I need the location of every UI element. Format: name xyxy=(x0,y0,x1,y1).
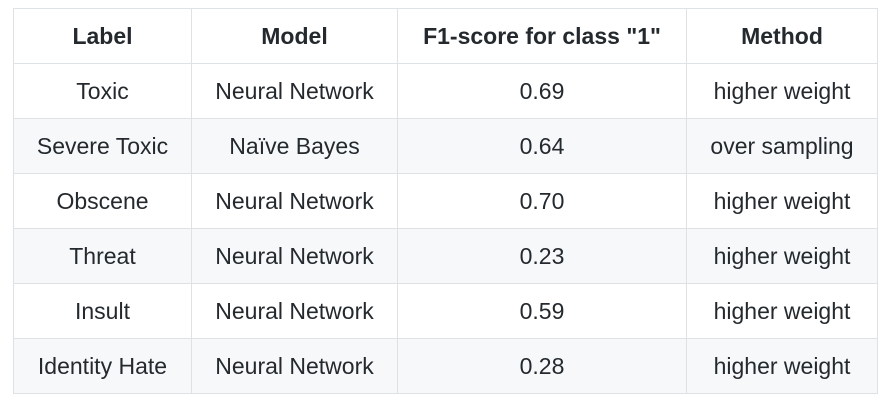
cell-f1-score: 0.69 xyxy=(397,63,687,119)
cell-method: higher weight xyxy=(686,63,878,119)
cell-f1-score: 0.70 xyxy=(397,173,687,229)
cell-model: Neural Network xyxy=(191,338,398,394)
cell-method: higher weight xyxy=(686,283,878,339)
header-label: Label xyxy=(13,8,192,64)
cell-model: Naïve Bayes xyxy=(191,118,398,174)
cell-model: Neural Network xyxy=(191,283,398,339)
table-row: Obscene Neural Network 0.70 higher weigh… xyxy=(13,173,878,229)
cell-method: over sampling xyxy=(686,118,878,174)
cell-method: higher weight xyxy=(686,173,878,229)
table-row: Identity Hate Neural Network 0.28 higher… xyxy=(13,338,878,394)
cell-label: Insult xyxy=(13,283,192,339)
cell-label: Obscene xyxy=(13,173,192,229)
cell-method: higher weight xyxy=(686,338,878,394)
table-row: Toxic Neural Network 0.69 higher weight xyxy=(13,63,878,119)
cell-f1-score: 0.28 xyxy=(397,338,687,394)
cell-label: Threat xyxy=(13,228,192,284)
table-row: Severe Toxic Naïve Bayes 0.64 over sampl… xyxy=(13,118,878,174)
cell-f1-score: 0.59 xyxy=(397,283,687,339)
table-row: Threat Neural Network 0.23 higher weight xyxy=(13,228,878,284)
header-f1-score: F1-score for class "1" xyxy=(397,8,687,64)
cell-label: Severe Toxic xyxy=(13,118,192,174)
cell-f1-score: 0.23 xyxy=(397,228,687,284)
table-body: Toxic Neural Network 0.69 higher weight … xyxy=(13,63,878,394)
header-model: Model xyxy=(191,8,398,64)
cell-model: Neural Network xyxy=(191,228,398,284)
cell-model: Neural Network xyxy=(191,63,398,119)
cell-model: Neural Network xyxy=(191,173,398,229)
header-method: Method xyxy=(686,8,878,64)
table-row: Insult Neural Network 0.59 higher weight xyxy=(13,283,878,339)
cell-f1-score: 0.64 xyxy=(397,118,687,174)
results-table-container: Label Model F1-score for class "1" Metho… xyxy=(13,8,878,394)
cell-label: Identity Hate xyxy=(13,338,192,394)
cell-label: Toxic xyxy=(13,63,192,119)
cell-method: higher weight xyxy=(686,228,878,284)
header-row: Label Model F1-score for class "1" Metho… xyxy=(13,8,878,64)
table-header: Label Model F1-score for class "1" Metho… xyxy=(13,8,878,64)
results-table: Label Model F1-score for class "1" Metho… xyxy=(13,8,878,394)
